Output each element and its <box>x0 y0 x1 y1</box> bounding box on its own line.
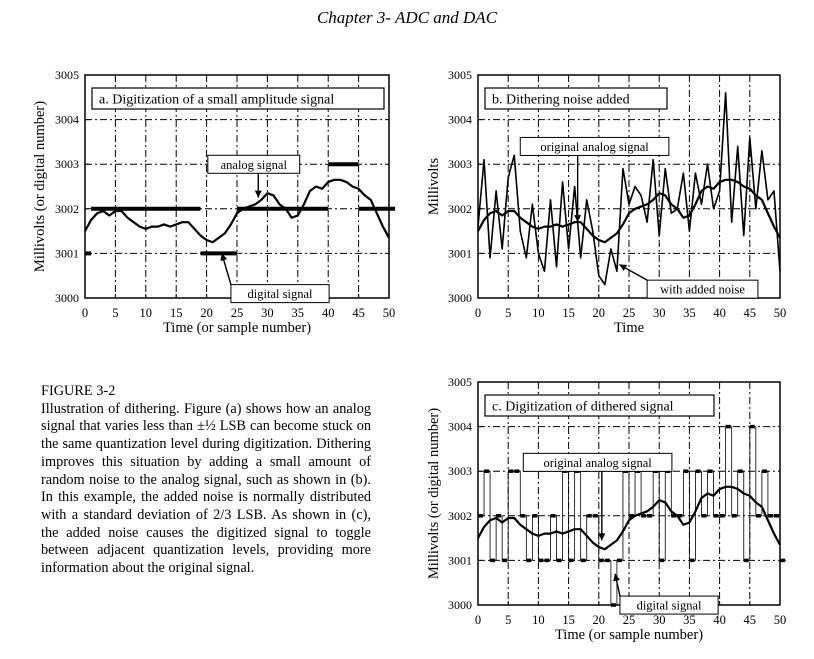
annotation-label: original analog signal <box>543 456 652 470</box>
y-tick-label: 3002 <box>448 202 472 216</box>
x-tick-label: 15 <box>562 613 575 627</box>
x-tick-label: 0 <box>475 306 481 320</box>
chart-title-box <box>484 87 668 110</box>
y-tick-label: 3001 <box>55 246 79 260</box>
x-tick-label: 40 <box>322 306 335 320</box>
annotation-label: analog signal <box>221 158 288 172</box>
chart-title-box <box>91 87 385 110</box>
x-tick-label: 40 <box>713 306 726 320</box>
annotation-arrowhead <box>613 573 621 582</box>
y-tick-label: 3000 <box>448 598 472 612</box>
y-tick-label: 3005 <box>448 375 472 389</box>
y-tick-label: 3000 <box>55 291 79 305</box>
x-tick-label: 15 <box>562 306 575 320</box>
y-tick-label: 3001 <box>448 553 472 567</box>
annotation-arrowhead <box>598 533 606 541</box>
figure-caption: FIGURE 3-2 Illustration of dithering. Fi… <box>41 383 371 578</box>
x-tick-label: 0 <box>475 613 481 627</box>
x-tick-label: 35 <box>683 306 696 320</box>
x-tick-label: 45 <box>744 306 757 320</box>
x-tick-label: 35 <box>292 306 305 320</box>
x-tick-label: 20 <box>200 306 213 320</box>
x-tick-label: 5 <box>112 306 118 320</box>
x-tick-label: 20 <box>593 613 606 627</box>
x-tick-label: 30 <box>653 306 666 320</box>
y-tick-label: 3003 <box>448 157 472 171</box>
annotation-box <box>230 284 330 304</box>
annotation-box <box>519 136 670 156</box>
annotation-box <box>522 452 673 472</box>
y-tick-label: 3004 <box>448 420 472 434</box>
y-tick-label: 3005 <box>448 68 472 82</box>
annotation-box <box>207 154 301 174</box>
x-tick-label: 30 <box>653 613 666 627</box>
caption-label: FIGURE 3-2 <box>41 383 116 399</box>
x-tick-label: 50 <box>774 306 787 320</box>
annotation-arrowhead <box>574 215 582 223</box>
chart-c: 0 5 10 15 20 25 30 35 40 45 50 3000 3001 3002 3003 3004… <box>426 375 786 643</box>
x-tick-label: 5 <box>505 306 511 320</box>
y-axis-label: Millivolts (or digital number) <box>32 101 48 272</box>
annotation-box <box>619 595 719 615</box>
x-tick-label: 45 <box>744 613 757 627</box>
x-tick-label: 5 <box>505 613 511 627</box>
x-tick-label: 50 <box>383 306 396 320</box>
x-tick-label: 20 <box>593 306 606 320</box>
x-axis-label: Time <box>614 320 644 336</box>
chart-title: a. Digitization of a small amplitude sig… <box>99 93 334 108</box>
x-tick-label: 10 <box>532 613 545 627</box>
x-tick-label: 25 <box>623 613 636 627</box>
x-axis-label: Time (or sample number) <box>163 320 311 336</box>
x-tick-label: 10 <box>140 306 153 320</box>
page-title: Chapter 3- ADC and DAC <box>316 8 498 27</box>
annotation-label: digital signal <box>637 599 702 613</box>
x-axis-label: Time (or sample number) <box>555 627 703 643</box>
x-tick-label: 40 <box>713 613 726 627</box>
x-tick-label: 45 <box>352 306 365 320</box>
y-axis-label: Millivolts <box>426 158 442 216</box>
y-tick-label: 3004 <box>55 113 79 127</box>
series-noisy-signal <box>477 92 781 286</box>
caption-body: Illustration of dithering. Figure (a) sh… <box>41 400 371 577</box>
annotation-label: digital signal <box>248 287 313 301</box>
y-tick-label: 3000 <box>448 291 472 305</box>
x-tick-label: 30 <box>261 306 274 320</box>
y-axis-label: Millivolts (or digital number) <box>426 408 442 579</box>
chart-b: 0 5 10 15 20 25 30 35 40 45 50 3000 3001 3002 3003 3004… <box>426 68 786 336</box>
x-tick-label: 0 <box>82 306 88 320</box>
x-tick-label: 50 <box>774 613 787 627</box>
annotation-arrowhead <box>619 264 628 272</box>
series-analog-signal <box>477 485 781 551</box>
x-tick-label: 25 <box>231 306 244 320</box>
x-tick-label: 15 <box>170 306 183 320</box>
x-tick-label: 10 <box>532 306 545 320</box>
y-tick-label: 3002 <box>448 509 472 523</box>
chart-a: 0 5 10 15 20 25 30 35 40 45 50 3000 3001 3002 3003 3004… <box>32 68 395 336</box>
chart-title: b. Dithering noise added <box>492 93 630 108</box>
series-analog-signal <box>84 178 390 244</box>
y-tick-label: 3003 <box>55 157 79 171</box>
y-tick-label: 3002 <box>55 202 79 216</box>
series-digital-signal <box>85 162 396 256</box>
chart-title: c. Digitization of dithered signal <box>492 400 674 415</box>
y-tick-label: 3003 <box>448 464 472 478</box>
y-tick-label: 3004 <box>448 113 472 127</box>
y-tick-label: 3001 <box>448 246 472 260</box>
chart-title-box <box>484 394 715 417</box>
annotation-arrowhead <box>254 190 262 198</box>
y-tick-label: 3005 <box>55 68 79 82</box>
annotation-box <box>646 279 759 299</box>
x-tick-label: 25 <box>623 306 636 320</box>
series-digital-signal <box>478 424 787 607</box>
annotation-label: with added noise <box>660 283 745 297</box>
annotation-label: original analog signal <box>540 140 649 154</box>
x-tick-label: 35 <box>683 613 696 627</box>
annotation-arrowhead <box>220 253 228 262</box>
